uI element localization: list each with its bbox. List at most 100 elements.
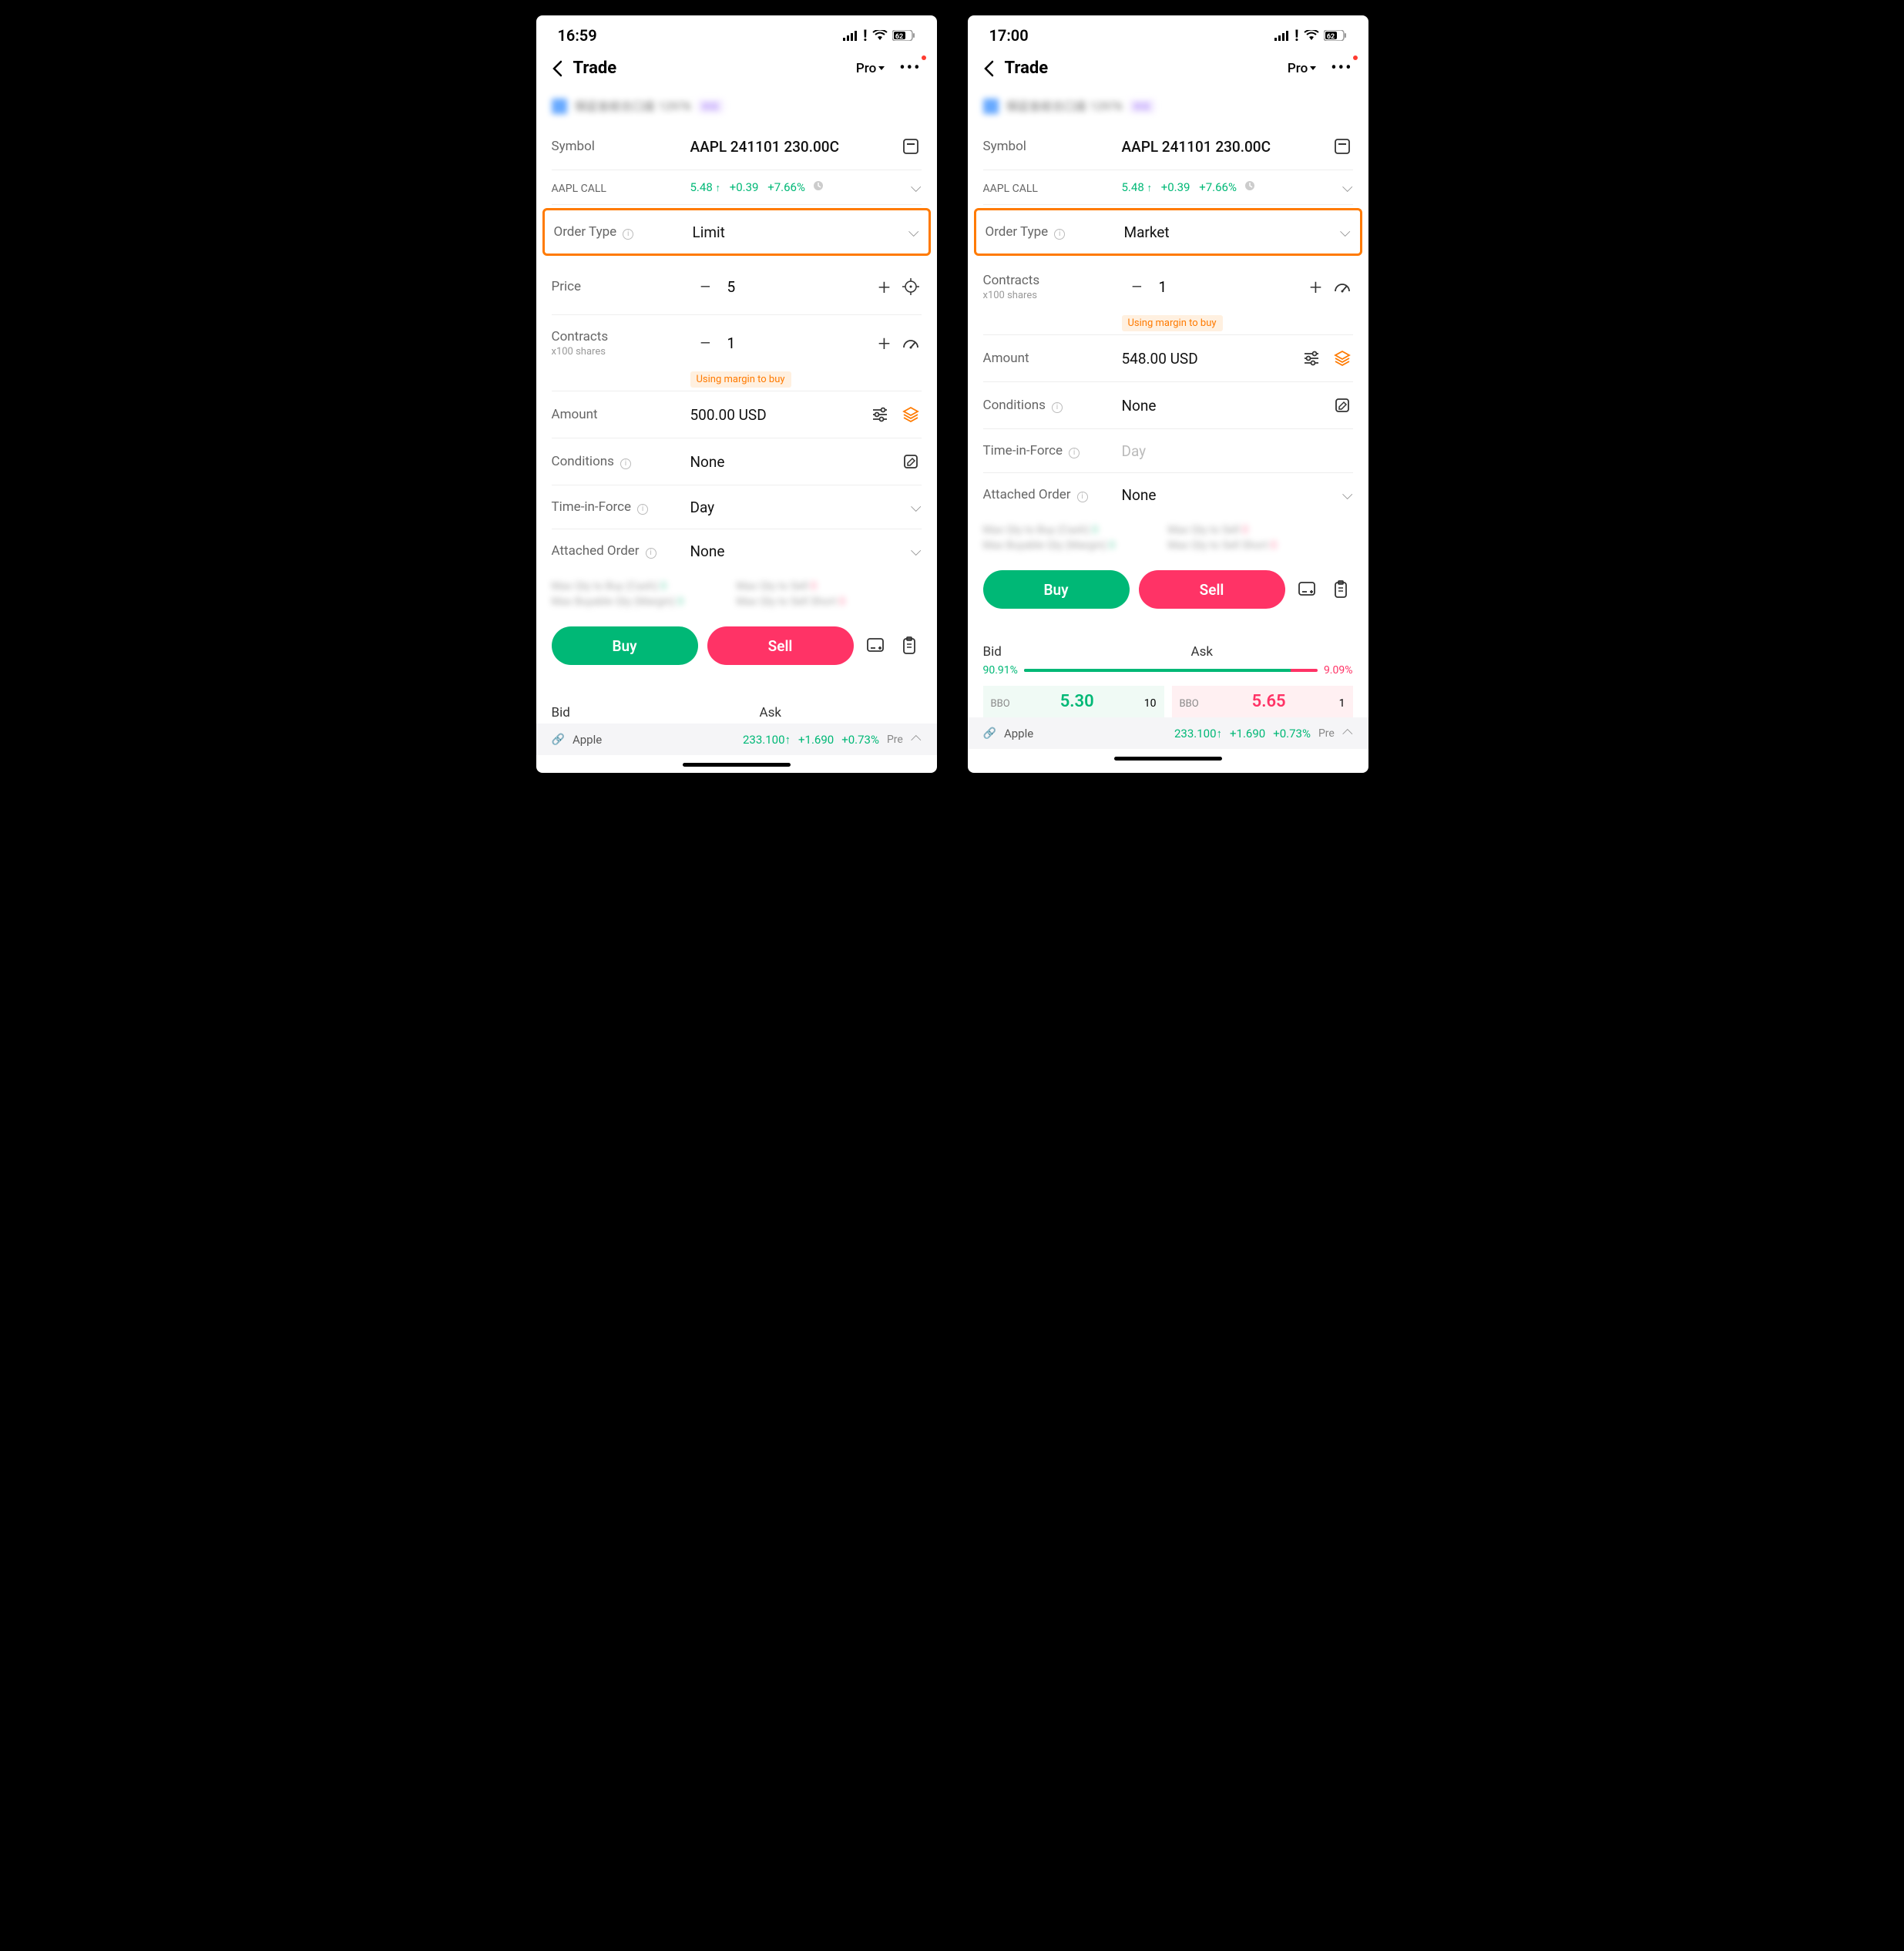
contracts-plus-button[interactable]: + bbox=[869, 327, 900, 358]
info-icon[interactable]: i bbox=[637, 504, 648, 515]
mode-selector[interactable]: Pro bbox=[856, 61, 885, 76]
chevron-up-icon[interactable]: ⌵ bbox=[1342, 725, 1353, 741]
order-type-value: Market bbox=[1124, 223, 1340, 241]
amount-label: Amount bbox=[552, 407, 598, 422]
symbol-row[interactable]: Symbol AAPL 241101 230.00C bbox=[968, 123, 1368, 170]
chevron-down-icon[interactable]: ⌵ bbox=[911, 499, 922, 515]
clock-icon bbox=[813, 180, 824, 194]
contracts-plus-button[interactable]: + bbox=[1301, 271, 1331, 302]
attached-value: None bbox=[1122, 486, 1342, 504]
ask-label: Ask bbox=[1145, 644, 1353, 660]
chevron-down-icon[interactable]: ⌵ bbox=[908, 224, 919, 240]
ticker-change: +1.690 bbox=[798, 733, 834, 747]
info-icon[interactable]: i bbox=[1077, 492, 1088, 502]
buy-button[interactable]: Buy bbox=[552, 626, 698, 665]
quote-row[interactable]: AAPL CALL 5.48 ↑ +0.39 +7.66% ⌵ bbox=[968, 170, 1368, 204]
header: Trade Pro ••• bbox=[968, 51, 1368, 89]
symbol-picker-icon[interactable] bbox=[900, 136, 922, 157]
edit-icon[interactable] bbox=[1331, 395, 1353, 416]
ticker-bar[interactable]: 🔗 Apple 233.100↑ +1.690 +0.73% Pre ⌵ bbox=[968, 717, 1368, 749]
chevron-down-icon[interactable]: ⌵ bbox=[911, 180, 922, 196]
ask-pct: 9.09% bbox=[1324, 664, 1353, 677]
layers-icon[interactable] bbox=[900, 404, 922, 425]
bidask-pct-bar: 90.91% 9.09% bbox=[968, 663, 1368, 683]
info-icon[interactable]: i bbox=[1054, 229, 1065, 240]
signal-icon bbox=[1274, 30, 1290, 41]
conditions-row[interactable]: Conditions i None bbox=[968, 382, 1368, 428]
amount-value: 500.00 USD bbox=[690, 406, 869, 424]
ticker-bar[interactable]: 🔗 Apple 233.100↑ +1.690 +0.73% Pre ⌵ bbox=[536, 724, 937, 755]
pct-fill bbox=[1024, 669, 1291, 672]
bid-qty: 10 bbox=[1144, 697, 1157, 710]
clipboard-icon[interactable] bbox=[1328, 577, 1353, 602]
target-icon[interactable] bbox=[900, 276, 922, 297]
ticker-change: +1.690 bbox=[1230, 727, 1265, 740]
tif-row: Time-in-Force i Day bbox=[968, 429, 1368, 472]
info-icon[interactable]: i bbox=[1069, 448, 1080, 458]
tif-label: Time-in-Force bbox=[983, 443, 1063, 458]
gauge-icon[interactable] bbox=[1331, 276, 1353, 297]
info-icon[interactable]: i bbox=[646, 548, 656, 559]
info-icon[interactable]: i bbox=[623, 229, 633, 240]
quote-row[interactable]: AAPL CALL 5.48 ↑ +0.39 +7.66% ⌵ bbox=[536, 170, 937, 204]
chevron-down-icon[interactable]: ⌵ bbox=[1342, 487, 1353, 503]
quote-change: +0.39 bbox=[730, 180, 759, 194]
contracts-value[interactable]: 1 bbox=[721, 334, 869, 352]
order-type-row[interactable]: Order Type i Limit ⌵ bbox=[545, 210, 928, 254]
sell-button[interactable]: Sell bbox=[1139, 570, 1285, 609]
contracts-minus-button[interactable]: − bbox=[690, 327, 721, 358]
chevron-down-icon[interactable]: ⌵ bbox=[911, 543, 922, 559]
chevron-down-icon[interactable]: ⌵ bbox=[1340, 224, 1351, 240]
symbol-picker-icon[interactable] bbox=[1331, 136, 1353, 157]
ticker-session: Pre bbox=[887, 734, 903, 746]
order-type-label: Order Type bbox=[986, 224, 1049, 240]
contracts-minus-button[interactable]: − bbox=[1122, 271, 1153, 302]
attached-row[interactable]: Attached Order i None ⌵ bbox=[536, 529, 937, 573]
chevron-down-icon[interactable]: ⌵ bbox=[1342, 180, 1353, 196]
chevron-up-icon[interactable]: ⌵ bbox=[911, 731, 922, 747]
attached-row[interactable]: Attached Order i None ⌵ bbox=[968, 473, 1368, 516]
settings-sliders-icon[interactable] bbox=[1301, 348, 1322, 369]
buy-button[interactable]: Buy bbox=[983, 570, 1130, 609]
price-plus-button[interactable]: + bbox=[869, 271, 900, 302]
order-card-icon[interactable] bbox=[1295, 577, 1319, 602]
bbo-bid[interactable]: BBO 5.30 10 bbox=[983, 686, 1164, 717]
order-card-icon[interactable] bbox=[863, 633, 888, 658]
symbol-row[interactable]: Symbol AAPL 241101 230.00C bbox=[536, 123, 937, 170]
mode-selector[interactable]: Pro bbox=[1288, 61, 1317, 76]
phone-left: 16:59 ! 62 Trade Pro ••• bbox=[536, 15, 937, 773]
ticker-session: Pre bbox=[1318, 727, 1335, 740]
layers-icon[interactable] bbox=[1331, 348, 1353, 369]
wifi-icon bbox=[872, 30, 888, 41]
clipboard-icon[interactable] bbox=[897, 633, 922, 658]
account-row[interactable]: 保証金総合口座 12976 模擬 bbox=[536, 89, 937, 123]
edit-icon[interactable] bbox=[900, 451, 922, 472]
gauge-icon[interactable] bbox=[900, 332, 922, 354]
max-qty-blurred: Max Qty to Buy (Cash) 0 Max Qty to Sell … bbox=[536, 573, 937, 619]
account-row[interactable]: 保証金総合口座 12976 模擬 bbox=[968, 89, 1368, 123]
contracts-value[interactable]: 1 bbox=[1153, 278, 1301, 296]
info-icon[interactable]: i bbox=[1052, 402, 1063, 413]
bbo-ask[interactable]: BBO 5.65 1 bbox=[1172, 686, 1353, 717]
contracts-sublabel: x100 shares bbox=[983, 290, 1122, 301]
back-button[interactable] bbox=[983, 60, 994, 77]
info-icon[interactable]: i bbox=[620, 458, 631, 469]
status-time: 17:00 bbox=[989, 26, 1029, 45]
bid-pct: 90.91% bbox=[983, 664, 1018, 677]
order-type-row[interactable]: Order Type i Market ⌵ bbox=[976, 210, 1360, 254]
order-type-label: Order Type bbox=[554, 224, 617, 240]
conditions-label: Conditions bbox=[552, 454, 614, 469]
conditions-row[interactable]: Conditions i None bbox=[536, 438, 937, 485]
more-menu[interactable]: ••• bbox=[1331, 59, 1352, 78]
sell-button[interactable]: Sell bbox=[707, 626, 854, 665]
price-value[interactable]: 5 bbox=[721, 278, 869, 296]
settings-sliders-icon[interactable] bbox=[869, 404, 891, 425]
quote-price: 5.48 bbox=[1122, 180, 1144, 194]
back-button[interactable] bbox=[552, 60, 562, 77]
tif-row[interactable]: Time-in-Force i Day ⌵ bbox=[536, 485, 937, 529]
tif-value: Day bbox=[690, 499, 911, 516]
more-menu[interactable]: ••• bbox=[899, 59, 921, 78]
price-minus-button[interactable]: − bbox=[690, 271, 721, 302]
order-type-highlight: Order Type i Limit ⌵ bbox=[542, 208, 931, 256]
bidask-header: Bid Ask bbox=[536, 694, 937, 724]
